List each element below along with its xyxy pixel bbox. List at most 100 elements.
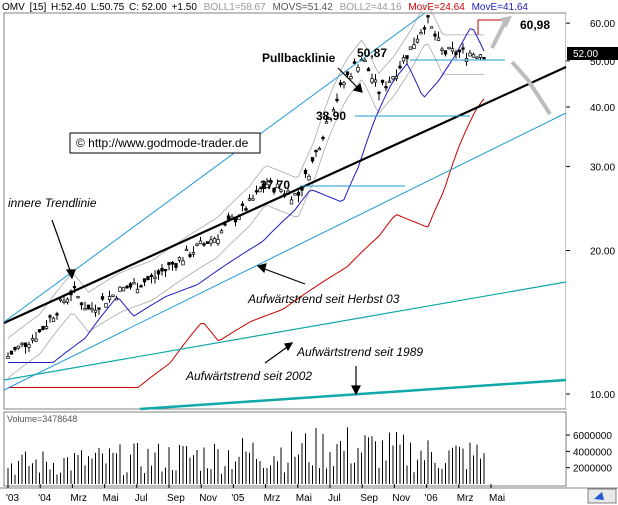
- interval-label: [15]: [30, 2, 47, 13]
- x-tick-label: Jul: [135, 493, 148, 504]
- trend-2002-arrowhead: [284, 342, 294, 352]
- candle-body: [279, 189, 283, 192]
- candle-body: [156, 270, 161, 275]
- candle-body: [338, 82, 343, 86]
- candle-body: [44, 325, 49, 329]
- candle-body: [58, 298, 63, 301]
- candle-body: [447, 46, 451, 50]
- candle-body: [405, 55, 409, 59]
- annotation-level-6098: 60,98: [520, 18, 550, 32]
- candle-body: [219, 230, 224, 234]
- candle-body: [303, 169, 308, 175]
- candle-body: [90, 308, 94, 311]
- candle-body: [415, 38, 420, 43]
- candle-body: [461, 47, 465, 50]
- candle-body: [223, 223, 227, 226]
- inner-trendline: [3, 65, 567, 325]
- price-marker-box: [567, 47, 618, 60]
- candle-body: [408, 46, 413, 50]
- volume-label: Volume=3478648: [7, 414, 77, 424]
- candle-body: [391, 76, 395, 80]
- x-tick-label: Sep: [360, 493, 378, 504]
- x-tick-label: Nov: [392, 493, 410, 504]
- candle-body: [97, 307, 101, 310]
- boll1-label: BOLL1=58.67: [204, 2, 266, 13]
- candle-body: [114, 297, 119, 301]
- bollinger-upper-line: [7, 4, 484, 339]
- candle-body: [440, 48, 444, 51]
- candle-body: [100, 296, 105, 300]
- candle-body: [254, 190, 259, 193]
- x-tick-label: '03: [6, 493, 19, 504]
- trend-autumn03-arrowhead: [256, 263, 267, 274]
- bollinger-lower-line: [7, 43, 484, 379]
- candle-body: [37, 329, 42, 333]
- candle-body: [307, 175, 311, 181]
- candle-body: [370, 78, 374, 83]
- annotation-trend-2002: Aufwärtstrend seit 2002: [185, 369, 312, 383]
- candle-body: [328, 117, 332, 120]
- candle-body: [72, 286, 77, 289]
- candle-body: [363, 59, 367, 62]
- candle-body: [251, 198, 255, 201]
- candle-body: [23, 342, 28, 348]
- annotation-level-2770: 27,70: [260, 178, 290, 192]
- trend-1989-arrowhead: [351, 385, 361, 396]
- candle-body: [429, 26, 434, 29]
- candle-body: [209, 239, 213, 244]
- candle-body: [373, 79, 378, 83]
- candle-body: [433, 33, 437, 37]
- x-tick-label: Mrz: [70, 493, 87, 504]
- candle-body: [310, 157, 315, 162]
- candle-body: [51, 317, 56, 323]
- move2-label: MovE=41.64: [472, 2, 529, 13]
- candle-body: [261, 183, 266, 188]
- candle-body: [79, 302, 84, 306]
- pullback-arrowhead: [352, 82, 363, 93]
- projection-up-arrow: [490, 21, 507, 49]
- channel-lower-line: [3, 112, 567, 391]
- trend-2002-arrow: [264, 344, 291, 364]
- x-tick-label: Sep: [167, 493, 185, 504]
- volume-tick-label: 2000000: [573, 464, 612, 475]
- candle-body: [202, 243, 206, 246]
- copyright-box: [69, 132, 261, 154]
- candle-body: [191, 252, 196, 255]
- candle-body: [118, 286, 122, 292]
- candle-body: [349, 76, 353, 80]
- candle-body: [468, 52, 472, 57]
- candle-body: [471, 54, 476, 58]
- low-label: L:50.75: [91, 2, 125, 13]
- candle-body: [384, 86, 388, 89]
- candle-body: [422, 27, 427, 30]
- candle-body: [324, 121, 329, 124]
- x-tick-label: Nov: [199, 493, 217, 504]
- candle-body: [321, 136, 325, 140]
- candle-body: [65, 298, 70, 303]
- projection-up-arrowhead: [500, 16, 512, 28]
- candle-body: [149, 274, 154, 278]
- candle-body: [314, 149, 318, 153]
- candle-body: [13, 346, 17, 350]
- candle-body: [167, 262, 171, 266]
- y-tick-label: 60.00: [590, 19, 615, 30]
- candle-body: [226, 215, 231, 220]
- y-tick-label: 50.00: [590, 57, 615, 68]
- projection-down-arrow: [510, 60, 552, 116]
- candle-body: [478, 54, 483, 58]
- candle-body: [454, 51, 458, 56]
- x-tick-label: Mai: [103, 493, 119, 504]
- annotation-level-3890: 38,90: [316, 109, 346, 123]
- candle-body: [475, 56, 479, 59]
- candle-body: [142, 278, 147, 283]
- candle-body: [335, 98, 339, 102]
- candle-body: [174, 263, 178, 268]
- candle-body: [394, 76, 399, 79]
- candle-body: [198, 240, 203, 245]
- candle-body: [216, 239, 220, 244]
- candle-body: [111, 294, 115, 297]
- annotation-pullback: Pullbacklinie: [262, 51, 336, 65]
- candle-body: [212, 238, 217, 243]
- candle-body: [132, 282, 136, 285]
- candle-body: [345, 71, 350, 76]
